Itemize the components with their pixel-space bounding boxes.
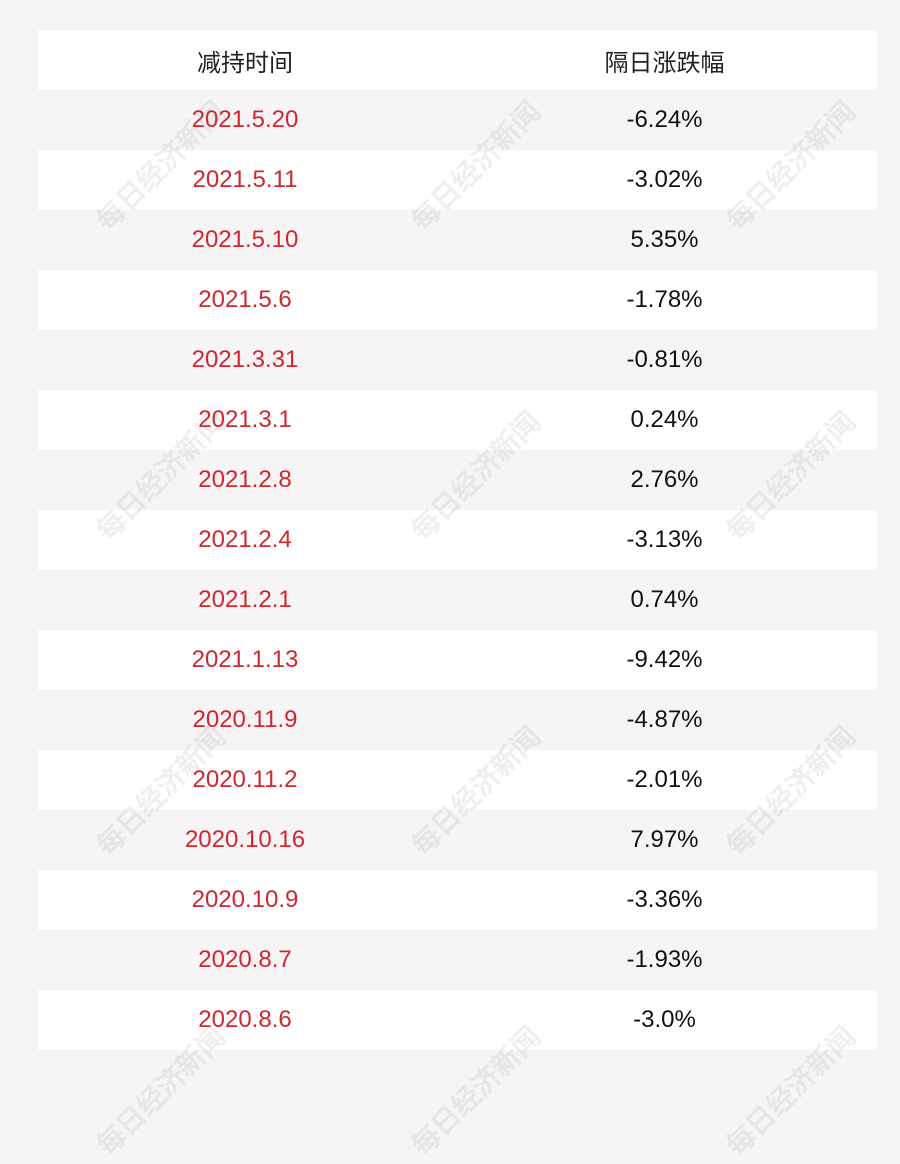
table-cell: 2.76%: [630, 466, 699, 493]
header-row: 减持时间 隔日涨跌幅: [38, 30, 877, 90]
table-cell: 2021.5.10: [191, 226, 299, 253]
table-cell: 5.35%: [630, 226, 699, 253]
table-row: 2021.5.6 -1.78%: [38, 270, 877, 330]
table-cell: 2021.5.11: [192, 166, 298, 193]
table-cell: -4.87%: [626, 706, 703, 733]
table-cell: 2021.2.1: [198, 586, 292, 613]
table-cell: 2020.11.2: [192, 766, 298, 793]
table-row: 2020.8.6 -3.0%: [38, 990, 877, 1050]
table-row: 2020.10.16 7.97%: [38, 810, 877, 870]
table-cell: 0.74%: [630, 586, 699, 613]
table-cell: 0.24%: [630, 406, 699, 433]
table-cell: -1.93%: [626, 946, 703, 973]
table-row: 2020.11.2 -2.01%: [38, 750, 877, 810]
table-cell: 2020.10.16: [184, 826, 306, 853]
table-row: 2021.3.31 -0.81%: [38, 330, 877, 390]
table-cell: 2020.11.9: [192, 706, 298, 733]
table-cell: 2021.3.31: [191, 346, 299, 373]
table-row: 2021.3.1 0.24%: [38, 390, 877, 450]
table-row: 2020.10.9 -3.36%: [38, 870, 877, 930]
table-cell: 2021.2.8: [198, 466, 292, 493]
table-row: 2020.8.7 -1.93%: [38, 930, 877, 990]
table-cell: 2021.1.13: [191, 646, 299, 673]
table-cell: -3.13%: [626, 526, 703, 553]
table-cell: 2021.5.20: [191, 106, 299, 133]
table-cell: -3.02%: [626, 166, 703, 193]
table-cell: 2021.3.1: [198, 406, 292, 433]
table-row: 2021.5.10 5.35%: [38, 210, 877, 270]
table-cell: -3.36%: [626, 886, 703, 913]
table-row: 2021.5.20 -6.24%: [38, 90, 877, 150]
table-row: 2021.5.11 -3.02%: [38, 150, 877, 210]
header-cell: 隔日涨跌幅: [604, 49, 725, 77]
table-cell: -3.0%: [633, 1006, 696, 1033]
table-cell: -9.42%: [626, 646, 703, 673]
table-cell: 7.97%: [630, 826, 699, 853]
table-cell: -6.24%: [626, 106, 703, 133]
table-cell: -2.01%: [626, 766, 703, 793]
table-cell: 2020.10.9: [191, 886, 299, 913]
table-cell: 2020.8.7: [198, 946, 292, 973]
table-row: 2021.2.4 -3.13%: [38, 510, 877, 570]
table-cell: 2021.5.6: [198, 286, 292, 313]
table-cell: 2020.8.6: [198, 1006, 292, 1033]
table: 减持时间 隔日涨跌幅 2021.5.20 -6.24% 2021.5.11 -3.02…: [38, 30, 877, 1050]
table-cell: 2021.2.4: [198, 526, 292, 553]
table-row: 2021.2.8 2.76%: [38, 450, 877, 510]
table-row: 2020.11.9 -4.87%: [38, 690, 877, 750]
table-row: 2021.1.13 -9.42%: [38, 630, 877, 690]
table-cell: -1.78%: [626, 286, 703, 313]
page: 减持时间 隔日涨跌幅 2021.5.20 -6.24% 2021.5.11 -3.02…: [38, 30, 877, 1162]
table-row: 2021.2.1 0.74%: [38, 570, 877, 630]
header-cell: 减持时间: [197, 49, 293, 77]
table-cell: -0.81%: [626, 346, 703, 373]
